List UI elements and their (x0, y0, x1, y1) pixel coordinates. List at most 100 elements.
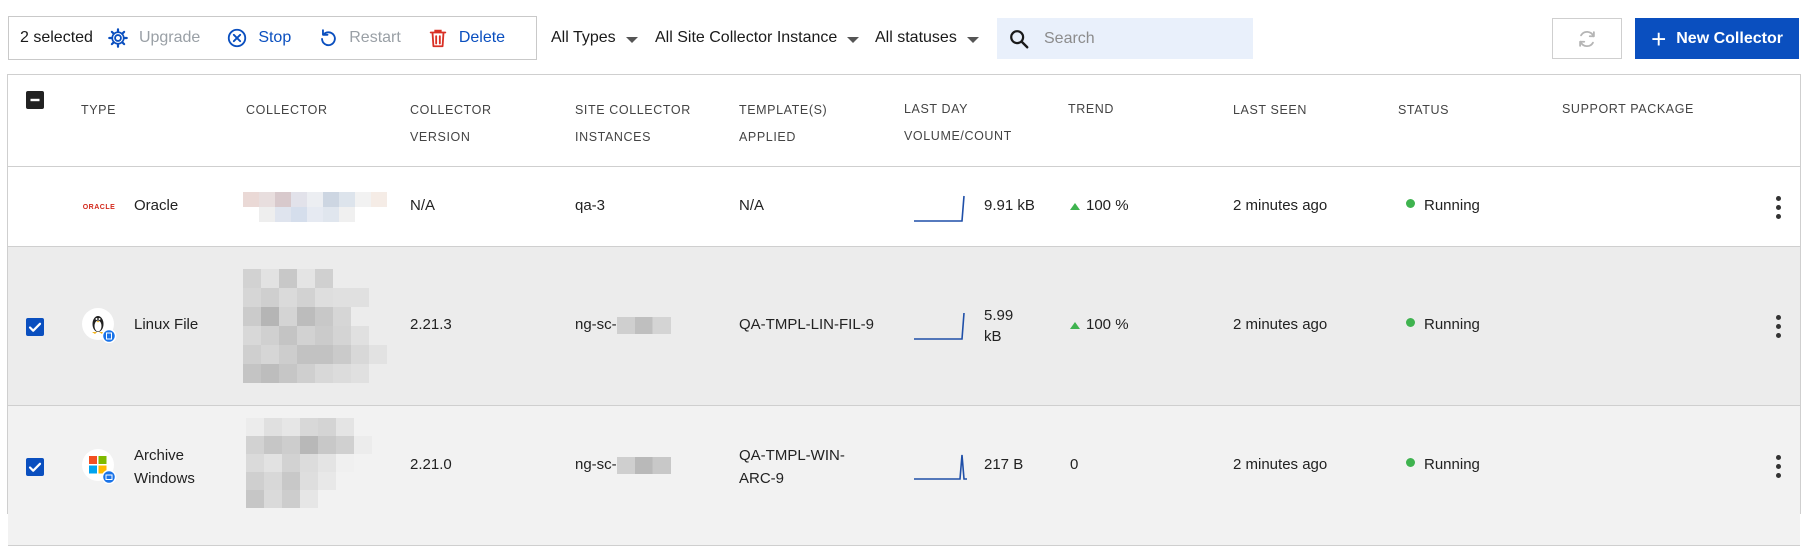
status-running-icon (1406, 199, 1415, 208)
select-all-checkbox[interactable] (26, 91, 44, 109)
collector-type-line2: Windows (134, 470, 195, 487)
templates-applied: N/A (739, 197, 765, 214)
trend-value: 0 (1070, 456, 1079, 473)
selected-count: 2 selected (20, 29, 93, 46)
delete-button[interactable]: Delete (427, 27, 505, 49)
site-collector-filter-dropdown[interactable]: All Site Collector Instance (655, 16, 860, 60)
redacted-collector-name (243, 192, 387, 222)
bulk-actions-bar: 2 selected Upgrade Stop Restart (8, 16, 537, 60)
upgrade-label: Upgrade (138, 29, 201, 46)
new-collector-button[interactable]: + New Collector (1635, 18, 1799, 59)
last-seen: 2 minutes ago (1233, 197, 1328, 214)
templates-line1: QA-TMPL-WIN- (739, 447, 845, 464)
header-type[interactable]: TYPE (81, 103, 117, 117)
collector-version: 2.21.0 (410, 456, 452, 473)
delete-label: Delete (458, 29, 506, 46)
checkmark-icon (28, 462, 42, 472)
last-day-volume: 9.91 kB (984, 197, 1035, 214)
trend-up-icon (1070, 322, 1080, 329)
trend-up-icon (1070, 203, 1080, 210)
stop-button[interactable]: Stop (226, 27, 291, 49)
trend-percent: 100 % (1086, 316, 1129, 333)
oracle-logo-text: ORACLE (82, 203, 116, 211)
header-collector[interactable]: COLLECTOR (246, 103, 328, 117)
refresh-button[interactable] (1552, 18, 1622, 59)
upgrade-button[interactable]: Upgrade (107, 27, 200, 49)
volume-sparkline (914, 312, 965, 340)
status-running-icon (1406, 318, 1415, 327)
collector-version: N/A (410, 197, 436, 214)
row-checkbox[interactable] (26, 458, 44, 476)
status-text: Running (1424, 316, 1480, 333)
header-collector-version[interactable]: COLLECTOR VERSION (410, 97, 492, 151)
redacted-site-suffix (616, 456, 671, 474)
trend-value: 100 % (1070, 316, 1129, 333)
header-templates-line2: APPLIED (739, 130, 797, 144)
redacted-site-suffix (616, 316, 671, 334)
volume-sparkline (914, 195, 965, 222)
volume-unit: kB (984, 328, 1002, 345)
stop-label: Stop (258, 29, 292, 46)
collector-type: Archive Windows (134, 444, 195, 490)
last-seen: 2 minutes ago (1233, 316, 1328, 333)
gear-icon (108, 28, 128, 48)
templates-applied: QA-TMPL-LIN-FIL-9 (739, 316, 875, 333)
table-row[interactable]: Linux File 2.21.3 ng-sc- QA-TMPL-LIN-FIL… (8, 247, 1800, 406)
linux-file-icon (81, 307, 117, 344)
windows-archive-icon (81, 448, 117, 485)
chevron-down-icon (966, 36, 979, 43)
status-running-icon (1406, 458, 1415, 467)
minus-icon (30, 98, 40, 102)
plus-icon: + (1651, 23, 1667, 54)
header-volume-line2: VOLUME/COUNT (904, 129, 1012, 143)
header-trend[interactable]: TREND (1068, 102, 1115, 116)
trash-icon (429, 29, 447, 48)
collector-version: 2.21.3 (410, 316, 452, 333)
row-menu-button[interactable] (1776, 455, 1782, 478)
header-templates-applied[interactable]: TEMPLATE(S) APPLIED (739, 97, 827, 151)
restart-icon (321, 29, 336, 47)
header-site-line1: SITE COLLECTOR (575, 103, 691, 117)
header-status[interactable]: STATUS (1398, 103, 1450, 117)
table-header: TYPE COLLECTOR COLLECTOR VERSION SITE CO… (8, 75, 1800, 167)
oracle-logo-icon: ORACLE (81, 189, 117, 225)
header-last-seen[interactable]: LAST SEEN (1233, 103, 1307, 117)
site-collector-instance: ng-sc- (575, 316, 671, 334)
checkmark-icon (28, 322, 42, 332)
header-volume-line1: LAST DAY (904, 102, 969, 116)
stop-circle-icon (228, 28, 247, 48)
templates-applied: QA-TMPL-WIN- ARC-9 (739, 444, 845, 490)
restart-button[interactable]: Restart (317, 27, 401, 49)
type-filter-label: All Types (551, 29, 616, 46)
chevron-down-icon (625, 36, 638, 43)
search-box (997, 18, 1253, 59)
last-day-volume: 217 B (984, 456, 1024, 473)
table-row[interactable]: ORACLE Oracle N/A qa-3 N/A 9.91 kB 100 %… (8, 167, 1800, 247)
header-last-day-volume[interactable]: LAST DAY VOLUME/COUNT (904, 96, 1012, 150)
site-collector-instance: ng-sc- (575, 456, 671, 474)
header-site-collector-instances[interactable]: SITE COLLECTOR INSTANCES (575, 97, 691, 151)
row-menu-button[interactable] (1776, 196, 1782, 219)
row-checkbox[interactable] (26, 318, 44, 336)
search-input[interactable] (1044, 29, 1234, 48)
toolbar: 2 selected Upgrade Stop Restart (8, 16, 1799, 60)
chevron-down-icon (847, 36, 860, 43)
refresh-icon (1579, 30, 1595, 47)
header-collector-version-line2: VERSION (410, 130, 471, 144)
site-collector-instance: qa-3 (575, 197, 606, 214)
search-icon (1010, 29, 1029, 48)
collector-type-line1: Archive (134, 447, 185, 464)
header-site-line2: INSTANCES (575, 130, 652, 144)
trend-percent: 100 % (1086, 197, 1129, 214)
status-text: Running (1424, 197, 1480, 214)
type-filter-dropdown[interactable]: All Types (551, 16, 638, 60)
header-collector-version-line1: COLLECTOR (410, 103, 492, 117)
status-filter-dropdown[interactable]: All statuses (875, 16, 979, 60)
row-menu-button[interactable] (1776, 315, 1782, 338)
redacted-collector-name (246, 418, 372, 508)
table-row[interactable]: Archive Windows 2.21.0 ng-sc- QA-TMPL-WI… (8, 406, 1800, 546)
redacted-collector-name (243, 269, 387, 383)
header-templates-line1: TEMPLATE(S) (739, 103, 828, 117)
header-support-package: SUPPORT PACKAGE (1562, 102, 1694, 116)
site-prefix: ng-sc- (575, 316, 617, 333)
